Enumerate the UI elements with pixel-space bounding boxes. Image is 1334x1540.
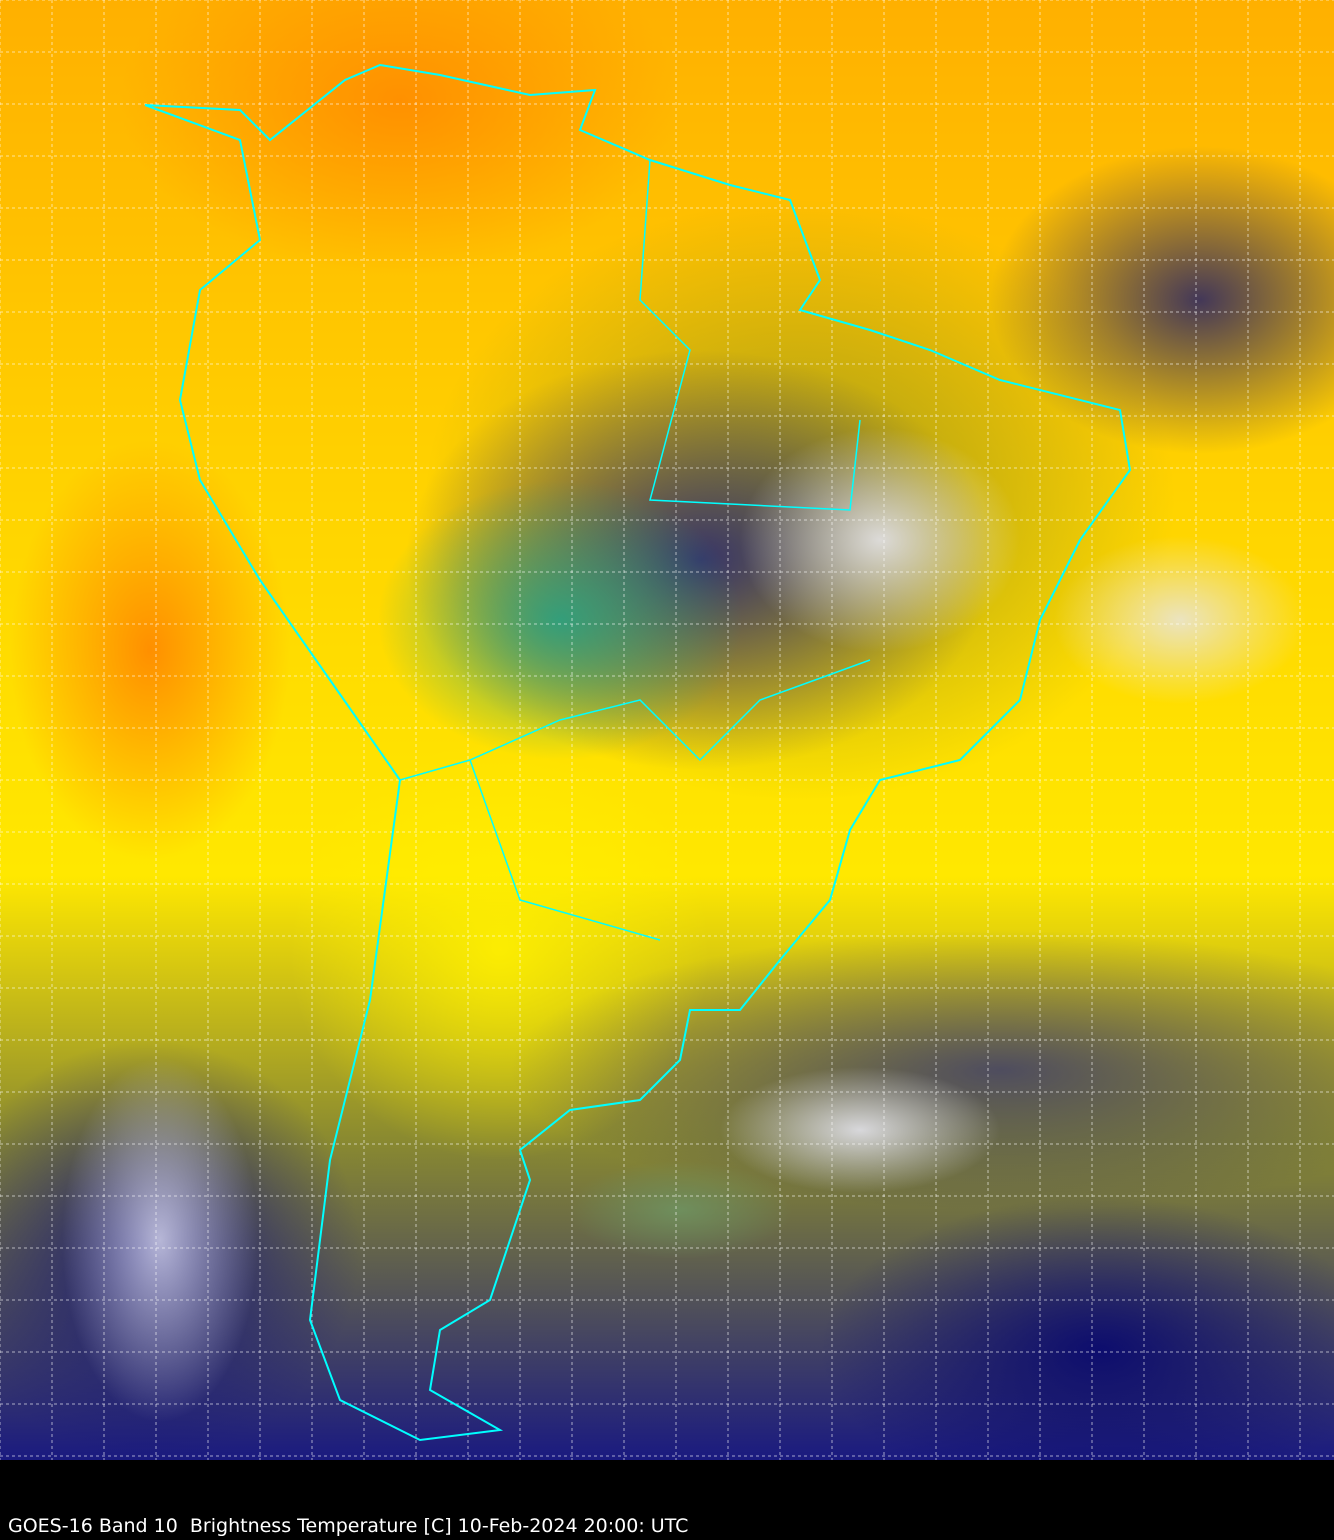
south-america-coastline [144,63,1132,1442]
graticule-grid [0,0,1334,1460]
country-border [469,759,661,941]
country-border [639,159,861,511]
figure-caption: GOES-16 Band 10 Brightness Temperature [… [8,1515,689,1537]
satellite-image [0,0,1334,1460]
coastline-borders [144,63,1132,1442]
